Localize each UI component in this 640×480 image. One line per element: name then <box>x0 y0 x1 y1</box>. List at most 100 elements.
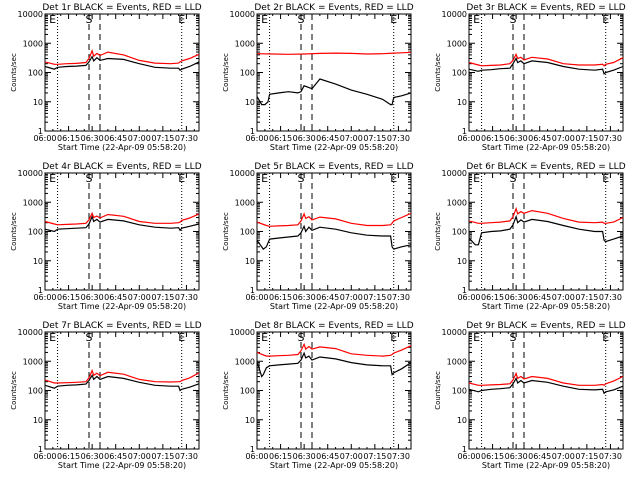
y-tick-label: 100 <box>28 69 43 78</box>
y-tick-label: 1 <box>38 286 43 295</box>
y-tick-label: 100 <box>452 69 467 78</box>
x-axis-label: Start Time (22-Apr-09 05:58:20) <box>58 143 186 152</box>
x-tick-label: 06:00 <box>245 293 268 302</box>
events-rate-line <box>256 351 412 378</box>
x-tick-label: 07:30 <box>599 452 622 461</box>
x-tick-label: 07:30 <box>599 293 622 302</box>
x-axis-label: Start Time (22-Apr-09 05:58:20) <box>482 143 610 152</box>
x-axis-label: Start Time (22-Apr-09 05:58:20) <box>58 302 186 311</box>
x-tick-label: 06:30 <box>81 452 104 461</box>
detector-panel-9: Det 9r BLACK = Events, RED = LLD 1 10 100 10… <box>434 321 626 470</box>
e-marker-label: E <box>390 13 397 26</box>
y-tick-label: 10 <box>245 98 255 107</box>
panel-title: Det 5r BLACK = Events, RED = LLD <box>254 162 413 172</box>
e-marker-label: E <box>178 13 185 26</box>
detector-panel-3: Det 3r BLACK = Events, RED = LLD 1 10 100 10… <box>434 3 626 152</box>
e-marker-label: E <box>261 172 268 185</box>
x-tick-label: 06:45 <box>316 293 339 302</box>
x-tick-label: 06:30 <box>505 293 528 302</box>
detector-panel-2: Det 2r BLACK = Events, RED = LLD 1 10 100 10… <box>222 3 414 152</box>
x-tick-label: 06:00 <box>245 452 268 461</box>
y-axis-label: Counts/sec <box>10 53 18 92</box>
s-marker-label: S <box>86 13 93 26</box>
x-tick-label: 07:15 <box>575 134 598 143</box>
y-tick-label: 10000 <box>442 169 467 178</box>
x-tick-label: 06:00 <box>33 134 56 143</box>
x-axis-label: Start Time (22-Apr-09 05:58:20) <box>270 461 398 470</box>
panel-title: Det 3r BLACK = Events, RED = LLD <box>466 3 625 13</box>
x-tick-label: 07:15 <box>363 293 386 302</box>
y-tick-label: 100 <box>28 387 43 396</box>
x-tick-label: 07:15 <box>151 293 174 302</box>
x-tick-label: 07:30 <box>599 134 622 143</box>
y-tick-label: 1 <box>462 286 467 295</box>
detector-panel-7: Det 7r BLACK = Events, RED = LLD 1 10 100 10… <box>10 321 202 470</box>
x-tick-label: 06:15 <box>57 134 80 143</box>
s-marker-label: S <box>510 331 517 344</box>
lld-rate-line <box>256 212 412 227</box>
y-tick-label: 1 <box>38 445 43 454</box>
e-marker-label: E <box>49 331 56 344</box>
lld-rate-line <box>44 368 200 384</box>
x-tick-label: 06:15 <box>269 452 292 461</box>
events-rate-line <box>256 224 412 250</box>
panel-title: Det 4r BLACK = Events, RED = LLD <box>42 162 201 172</box>
e-marker-label: E <box>473 331 480 344</box>
s-marker-label: S <box>510 13 517 26</box>
x-tick-label: 07:30 <box>387 293 410 302</box>
y-axis-label: Counts/sec <box>10 212 18 251</box>
detector-panel-8: Det 8r BLACK = Events, RED = LLD 1 10 100 10… <box>222 321 414 470</box>
events-rate-line <box>44 55 200 72</box>
plot-frame <box>44 172 200 291</box>
events-rate-line <box>44 373 200 392</box>
x-tick-label: 07:30 <box>387 134 410 143</box>
x-tick-label: 07:15 <box>151 452 174 461</box>
events-rate-line <box>256 78 412 106</box>
plot-frame <box>256 13 412 132</box>
y-tick-label: 1000 <box>447 39 467 48</box>
lld-rate-line <box>44 48 200 65</box>
plot-frame <box>468 13 624 132</box>
y-tick-label: 1 <box>250 127 255 136</box>
x-tick-label: 06:45 <box>528 293 551 302</box>
y-tick-label: 100 <box>452 387 467 396</box>
y-axis-label: Counts/sec <box>222 53 230 92</box>
s-marker-label: S <box>86 331 93 344</box>
e-marker-label: E <box>602 172 609 185</box>
x-tick-label: 06:15 <box>269 293 292 302</box>
x-tick-label: 06:00 <box>457 452 480 461</box>
x-axis-label: Start Time (22-Apr-09 05:58:20) <box>270 143 398 152</box>
y-tick-label: 1000 <box>23 39 43 48</box>
x-tick-label: 07:30 <box>175 293 198 302</box>
y-tick-label: 1000 <box>23 357 43 366</box>
y-tick-label: 10000 <box>230 169 255 178</box>
y-tick-label: 1000 <box>23 198 43 207</box>
s-marker-label: S <box>510 172 517 185</box>
x-tick-label: 07:00 <box>552 293 575 302</box>
y-tick-label: 10000 <box>230 328 255 337</box>
lld-rate-line <box>256 342 412 357</box>
x-tick-label: 07:15 <box>363 134 386 143</box>
x-tick-label: 07:30 <box>175 134 198 143</box>
y-tick-label: 100 <box>452 228 467 237</box>
x-tick-label: 07:00 <box>552 452 575 461</box>
events-rate-line <box>468 214 624 246</box>
e-marker-label: E <box>261 13 268 26</box>
panel-title: Det 9r BLACK = Events, RED = LLD <box>466 321 625 331</box>
plot-frame <box>256 172 412 291</box>
detector-panel-5: Det 5r BLACK = Events, RED = LLD 1 10 100 10… <box>222 162 414 311</box>
y-tick-label: 100 <box>240 69 255 78</box>
e-marker-label: E <box>49 172 56 185</box>
x-tick-label: 07:15 <box>363 452 386 461</box>
y-tick-label: 1 <box>462 445 467 454</box>
x-tick-label: 07:15 <box>151 134 174 143</box>
y-tick-label: 1000 <box>235 357 255 366</box>
x-tick-label: 06:30 <box>505 134 528 143</box>
y-tick-label: 10 <box>457 98 467 107</box>
s-marker-label: S <box>298 172 305 185</box>
x-tick-label: 06:45 <box>104 134 127 143</box>
e-marker-label: E <box>178 172 185 185</box>
y-tick-label: 10 <box>245 416 255 425</box>
e-marker-label: E <box>390 172 397 185</box>
x-tick-label: 07:15 <box>575 293 598 302</box>
